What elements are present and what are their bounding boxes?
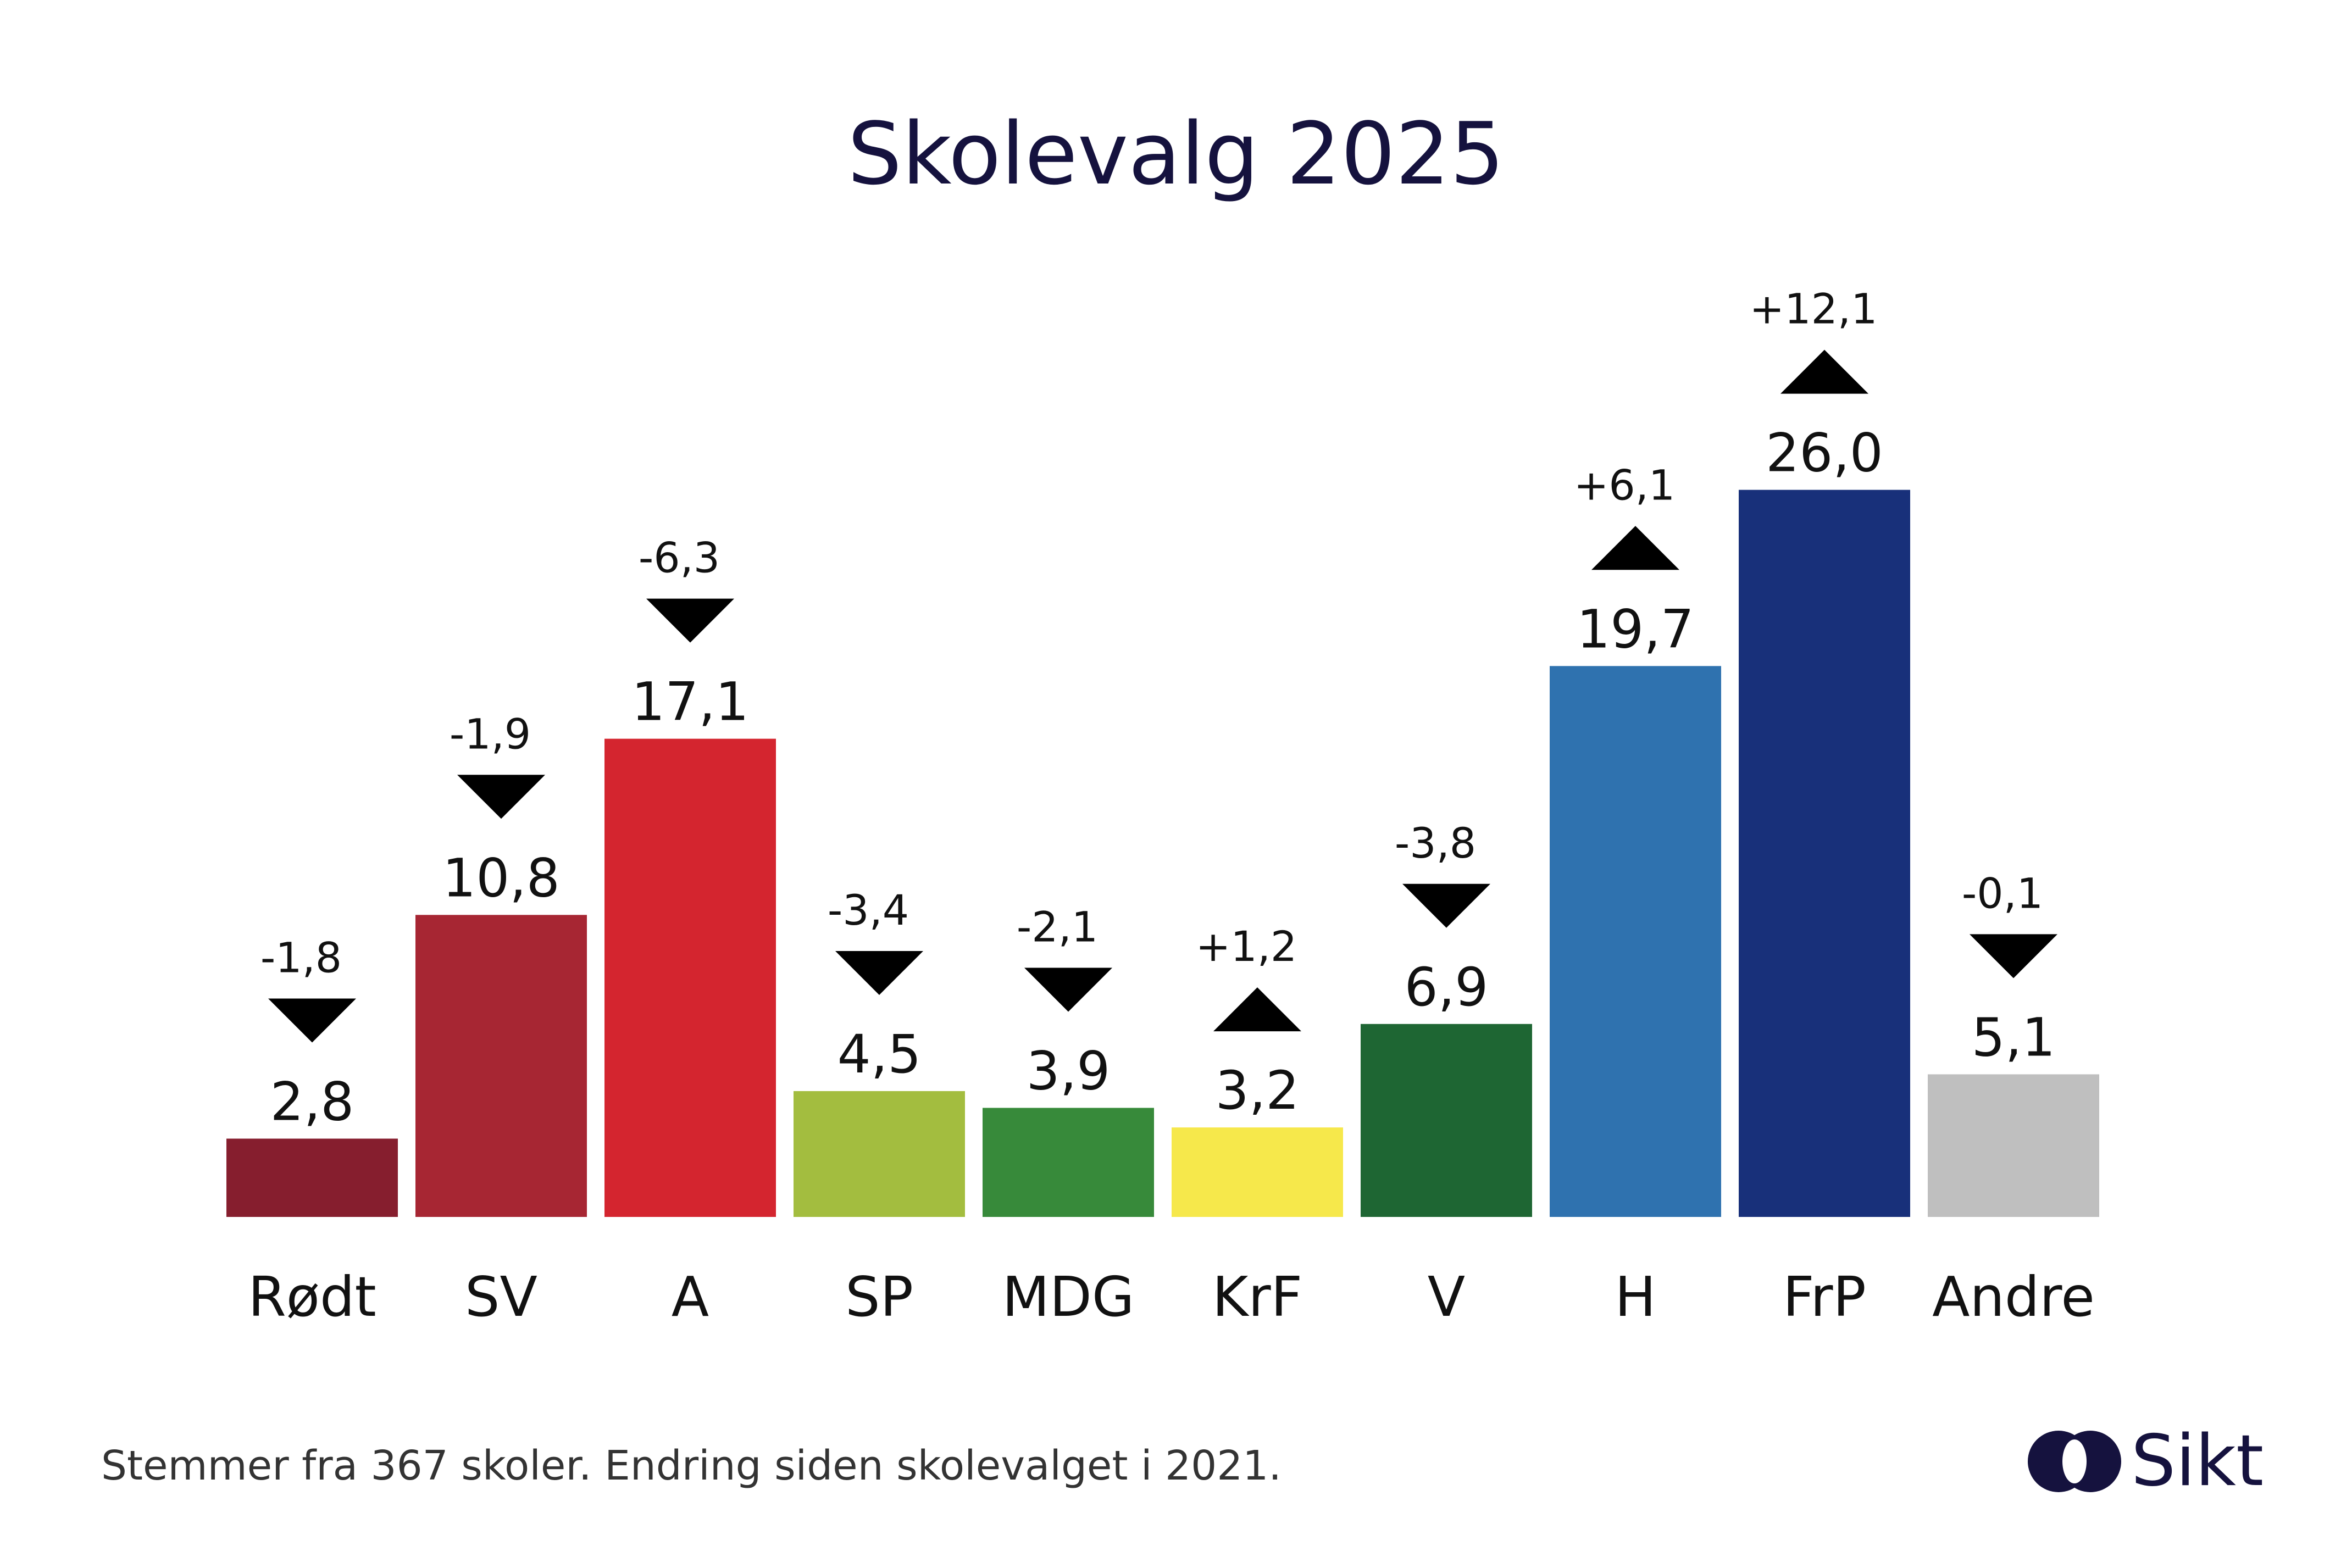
bar-v <box>1361 1024 1532 1217</box>
bar-rodt <box>226 1138 398 1217</box>
sikt-logo-icon <box>2028 1431 2121 1492</box>
change-label-mdg: -2,1 <box>1017 902 1098 951</box>
category-label-mdg: MDG <box>1002 1265 1135 1329</box>
value-label-a: 17,1 <box>631 671 749 733</box>
category-label-sp: SP <box>845 1265 913 1329</box>
up-arrow-icon-krf <box>1213 987 1301 1032</box>
down-arrow-icon-sp <box>835 950 923 995</box>
change-label-sv: -1,9 <box>450 709 531 758</box>
value-label-sp: 4,5 <box>837 1024 922 1085</box>
category-label-andre: Andre <box>1932 1265 2095 1329</box>
sikt-logo: Sikt <box>2028 1417 2286 1505</box>
up-arrow-icon-h <box>1591 526 1679 570</box>
bar-sv <box>415 915 587 1217</box>
value-label-h: 19,7 <box>1577 598 1694 660</box>
value-label-frp: 26,0 <box>1766 422 1883 484</box>
value-label-v: 6,9 <box>1405 957 1489 1018</box>
footnote: Stemmer fra 367 skoler. Endring siden sk… <box>101 1442 1282 1489</box>
change-label-rodt: -1,8 <box>260 933 342 982</box>
category-label-sv: SV <box>465 1265 537 1329</box>
category-label-a: A <box>672 1265 709 1329</box>
down-arrow-icon-a <box>646 598 734 643</box>
category-label-v: V <box>1428 1265 1465 1329</box>
bar-andre <box>1928 1074 2099 1217</box>
change-label-andre: -0,1 <box>1962 869 2043 918</box>
chart-title: Skolevalg 2025 <box>847 104 1505 204</box>
value-label-krf: 3,2 <box>1216 1060 1300 1121</box>
value-label-sv: 10,8 <box>442 847 560 909</box>
change-label-v: -3,8 <box>1395 819 1476 868</box>
value-label-mdg: 3,9 <box>1027 1040 1111 1102</box>
down-arrow-icon-mdg <box>1024 968 1112 1012</box>
down-arrow-icon-rodt <box>268 998 356 1043</box>
bar-h <box>1550 666 1721 1217</box>
category-label-frp: FrP <box>1783 1265 1866 1329</box>
value-label-andre: 5,1 <box>1972 1007 2056 1068</box>
bar-frp <box>1739 490 1910 1217</box>
bar-krf <box>1172 1127 1343 1217</box>
logo-text: Sikt <box>2131 1420 2264 1502</box>
up-arrow-icon-frp <box>1780 349 1868 394</box>
down-arrow-icon-andre <box>1970 934 2057 978</box>
change-label-sp: -3,4 <box>828 886 909 935</box>
change-label-krf: +1,2 <box>1196 922 1297 971</box>
down-arrow-icon-v <box>1402 883 1490 928</box>
down-arrow-icon-sv <box>457 775 545 819</box>
bar-a <box>604 738 776 1217</box>
change-label-h: +6,1 <box>1574 460 1676 509</box>
change-label-frp: +12,1 <box>1750 285 1878 333</box>
value-label-rodt: 2,8 <box>270 1071 354 1132</box>
change-label-a: -6,3 <box>639 533 720 582</box>
bar-sp <box>794 1091 965 1217</box>
category-label-h: H <box>1615 1265 1656 1329</box>
category-label-krf: KrF <box>1212 1265 1302 1329</box>
category-label-rodt: Rødt <box>248 1265 376 1329</box>
bar-mdg <box>983 1108 1154 1217</box>
